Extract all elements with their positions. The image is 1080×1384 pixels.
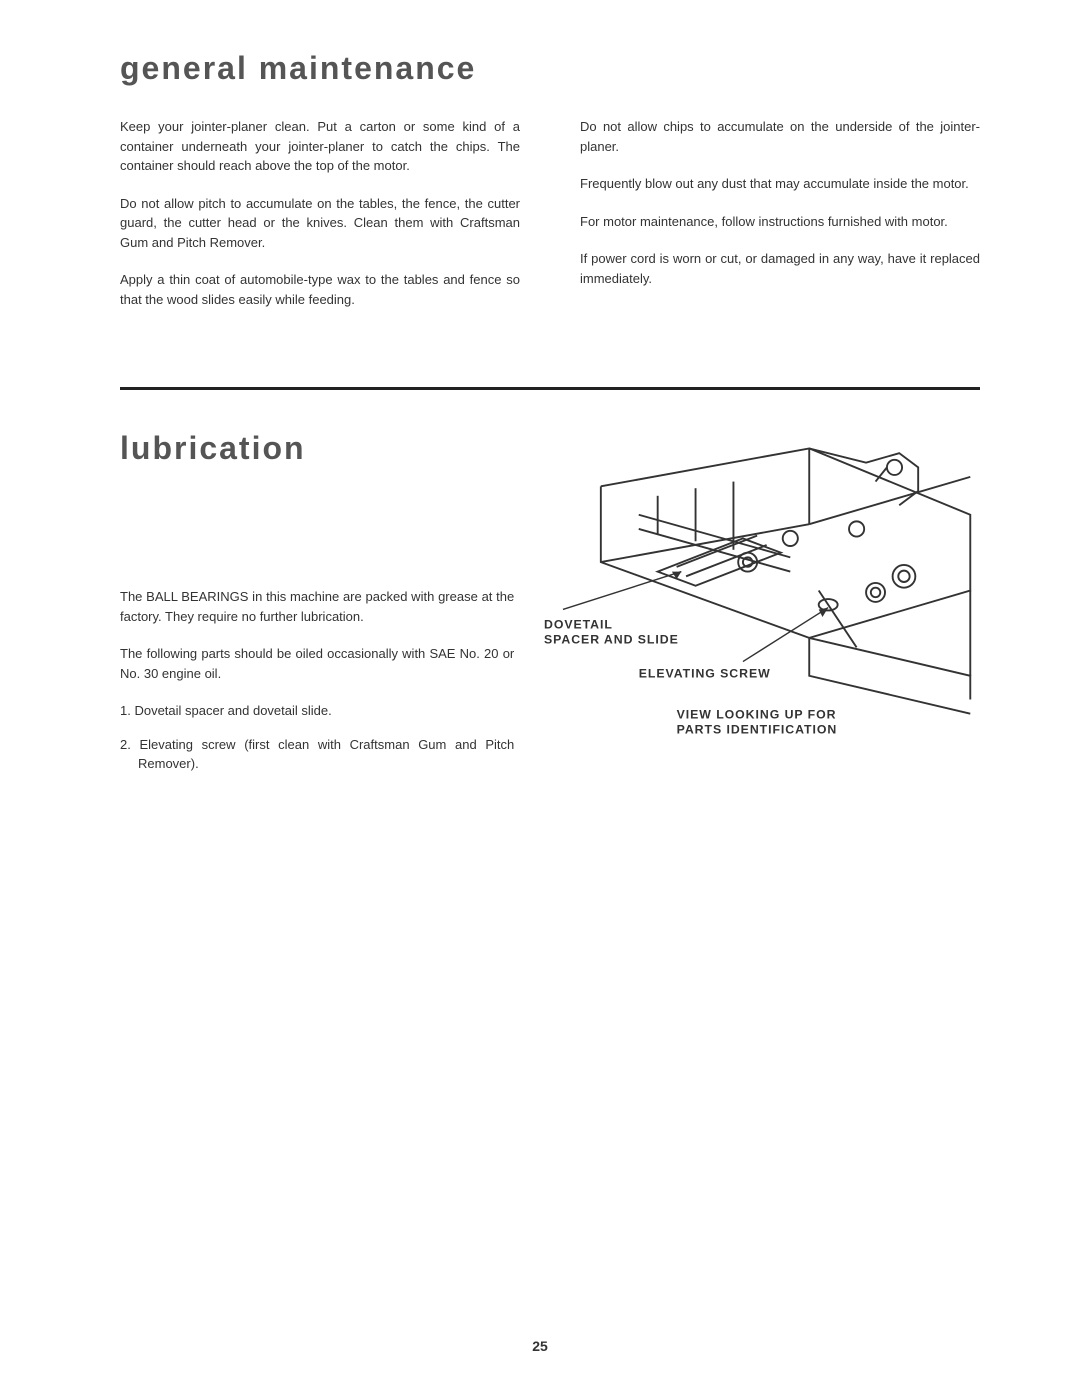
maintenance-para: Frequently blow out any dust that may ac… — [580, 174, 980, 194]
lubrication-list-item: 2. Elevating screw (first clean with Cra… — [120, 735, 514, 774]
maintenance-para: Apply a thin coat of automobile-type wax… — [120, 270, 520, 309]
diagram-caption: VIEW LOOKING UP FOR PARTS IDENTIFICATION — [677, 707, 841, 736]
lubrication-list-item: 1. Dovetail spacer and dovetail slide. — [120, 701, 514, 721]
diagram-label-elevating: ELEVATING SCREW — [639, 667, 771, 681]
maintenance-left-col: Keep your jointer-planer clean. Put a ca… — [120, 117, 520, 327]
maintenance-columns: Keep your jointer-planer clean. Put a ca… — [120, 117, 980, 327]
maintenance-right-col: Do not allow chips to accumulate on the … — [580, 117, 980, 327]
lubrication-para: The following parts should be oiled occa… — [120, 644, 514, 683]
page-number: 25 — [532, 1338, 548, 1354]
section-divider — [120, 387, 980, 390]
maintenance-para: Keep your jointer-planer clean. Put a ca… — [120, 117, 520, 176]
lubrication-para: The BALL BEARINGS in this machine are pa… — [120, 587, 514, 626]
maintenance-para: Do not allow chips to accumulate on the … — [580, 117, 980, 156]
lubrication-right-col: DOVETAIL SPACER AND SLIDE ELEVATING SCRE… — [544, 430, 980, 788]
section-title-maintenance: general maintenance — [120, 50, 980, 87]
parts-diagram: DOVETAIL SPACER AND SLIDE ELEVATING SCRE… — [544, 430, 980, 770]
maintenance-para: Do not allow pitch to accumulate on the … — [120, 194, 520, 253]
lubrication-left-col: lubrication The BALL BEARINGS in this ma… — [120, 430, 514, 788]
diagram-label-dovetail: DOVETAIL SPACER AND SLIDE — [544, 617, 679, 646]
maintenance-para: If power cord is worn or cut, or damaged… — [580, 249, 980, 288]
section-title-lubrication: lubrication — [120, 430, 514, 467]
maintenance-para: For motor maintenance, follow instructio… — [580, 212, 980, 232]
lubrication-section: lubrication The BALL BEARINGS in this ma… — [120, 430, 980, 788]
